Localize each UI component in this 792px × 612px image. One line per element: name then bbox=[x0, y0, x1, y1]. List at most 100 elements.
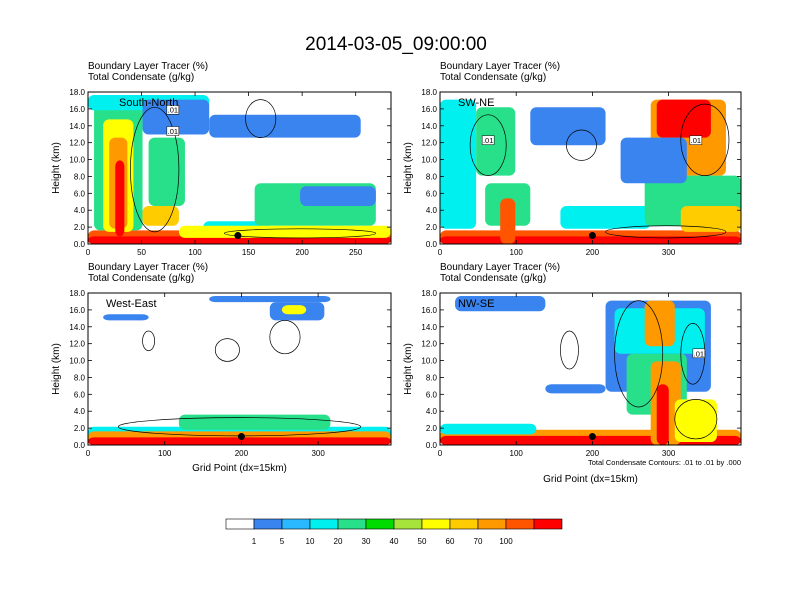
panel-subtitle: Total Condensate (g/kg) bbox=[88, 72, 194, 83]
x-axis-label: Grid Point (dx=15km) bbox=[192, 463, 287, 474]
chart-panel: Boundary Layer Tracer (%)Total Condensat… bbox=[403, 262, 742, 485]
contour-note: Total Condensate Contours: .01 to .01 by… bbox=[588, 458, 741, 467]
x-tick-label: 100 bbox=[188, 248, 202, 257]
contour-label: .01 bbox=[168, 127, 178, 136]
location-marker bbox=[588, 433, 596, 441]
condensate-contour bbox=[674, 399, 718, 440]
contour-label-box bbox=[166, 104, 180, 115]
panel-subtitle: Boundary Layer Tracer (%) bbox=[88, 262, 208, 273]
field-region bbox=[209, 296, 331, 303]
contour-label-box bbox=[689, 135, 703, 145]
y-tick-label: 14.0 bbox=[69, 122, 85, 131]
field-region bbox=[88, 236, 391, 244]
colorbar-box bbox=[225, 518, 255, 530]
plot-frame bbox=[87, 91, 392, 245]
location-marker bbox=[237, 433, 245, 441]
y-tick-label: 4.0 bbox=[426, 206, 438, 215]
panel-subtitle: Boundary Layer Tracer (%) bbox=[440, 61, 560, 72]
y-tick-label: 12.0 bbox=[69, 340, 85, 349]
y-axis-label: Height (km) bbox=[403, 142, 414, 194]
colorbar: 1 5 10 20 30 40 50 60 70 100 bbox=[225, 518, 563, 546]
field-region bbox=[500, 198, 516, 244]
y-axis-label: Height (km) bbox=[403, 343, 414, 395]
condensate-contour bbox=[614, 300, 664, 408]
field-region bbox=[281, 305, 307, 315]
condensate-contour bbox=[214, 338, 240, 362]
plot-frame bbox=[439, 292, 742, 446]
condensate-contour bbox=[469, 114, 507, 176]
contour-label-box bbox=[481, 135, 495, 145]
contour-label: .01 bbox=[694, 349, 704, 358]
field-layer: .01 .01 bbox=[440, 99, 741, 244]
condensate-contour bbox=[142, 330, 156, 352]
plot-frame bbox=[439, 91, 742, 245]
y-tick-label: 0.0 bbox=[74, 240, 86, 249]
field-region bbox=[440, 423, 537, 435]
colorbar-box bbox=[253, 518, 283, 530]
y-tick-label: 4.0 bbox=[74, 206, 86, 215]
colorbar-box bbox=[533, 518, 563, 530]
field-region bbox=[88, 437, 391, 445]
x-tick-label: 50 bbox=[137, 248, 146, 257]
condensate-contour bbox=[560, 330, 579, 370]
y-tick-label: 10.0 bbox=[421, 156, 437, 165]
y-tick-label: 0.0 bbox=[426, 240, 438, 249]
field-region bbox=[620, 137, 687, 184]
condensate-contour bbox=[566, 129, 597, 161]
x-tick-label: 250 bbox=[349, 248, 363, 257]
y-tick-label: 16.0 bbox=[421, 105, 437, 114]
condensate-contour bbox=[130, 106, 180, 233]
field-region bbox=[680, 206, 741, 232]
y-tick-label: 10.0 bbox=[69, 357, 85, 366]
colorbar-label: 100 bbox=[499, 537, 513, 546]
field-region bbox=[545, 384, 606, 394]
y-tick-label: 8.0 bbox=[426, 373, 438, 382]
y-tick-label: 14.0 bbox=[421, 122, 437, 131]
x-tick-label: 100 bbox=[510, 449, 524, 458]
field-region bbox=[560, 206, 651, 229]
panel-label: SW-NE bbox=[458, 97, 494, 109]
colorbar-label: 40 bbox=[390, 537, 399, 546]
y-tick-label: 6.0 bbox=[74, 390, 86, 399]
field-region bbox=[476, 107, 516, 176]
y-tick-label: 2.0 bbox=[74, 223, 86, 232]
x-tick-label: 0 bbox=[86, 449, 91, 458]
colorbar-box bbox=[309, 518, 339, 530]
field-region bbox=[142, 206, 179, 226]
colorbar-label: 70 bbox=[474, 537, 483, 546]
y-tick-label: 8.0 bbox=[74, 172, 86, 181]
contour-label: .01 bbox=[691, 136, 701, 145]
x-tick-label: 300 bbox=[662, 449, 676, 458]
y-tick-label: 16.0 bbox=[69, 105, 85, 114]
field-region bbox=[115, 160, 125, 237]
y-tick-label: 0.0 bbox=[74, 441, 86, 450]
y-tick-label: 10.0 bbox=[421, 357, 437, 366]
y-tick-label: 18.0 bbox=[421, 88, 437, 97]
y-tick-label: 6.0 bbox=[426, 390, 438, 399]
panel-subtitle: Boundary Layer Tracer (%) bbox=[440, 262, 560, 273]
colorbar-label: 20 bbox=[334, 537, 343, 546]
location-marker bbox=[234, 232, 242, 240]
y-tick-label: 16.0 bbox=[421, 306, 437, 315]
field-layer: .01 .01 bbox=[88, 95, 391, 244]
panel-subtitle: Total Condensate (g/kg) bbox=[440, 273, 546, 284]
colorbar-label: 30 bbox=[362, 537, 371, 546]
colorbar-box bbox=[421, 518, 451, 530]
chart-panel: Boundary Layer Tracer (%)Total Condensat… bbox=[51, 262, 392, 474]
panel-label: NW-SE bbox=[458, 298, 494, 310]
contour-label: .01 bbox=[483, 136, 493, 145]
field-region bbox=[440, 99, 477, 229]
field-layer: .01 bbox=[440, 296, 741, 445]
field-region bbox=[530, 107, 606, 146]
x-tick-label: 0 bbox=[438, 248, 443, 257]
y-tick-label: 2.0 bbox=[426, 424, 438, 433]
panels-group: Boundary Layer Tracer (%)Total Condensat… bbox=[51, 61, 742, 485]
x-tick-label: 0 bbox=[86, 248, 91, 257]
field-region bbox=[103, 314, 149, 321]
y-tick-label: 4.0 bbox=[74, 407, 86, 416]
y-tick-label: 18.0 bbox=[69, 289, 85, 298]
colorbar-label: 1 bbox=[252, 537, 257, 546]
field-region bbox=[455, 296, 546, 312]
y-tick-label: 6.0 bbox=[74, 189, 86, 198]
y-tick-label: 2.0 bbox=[74, 424, 86, 433]
